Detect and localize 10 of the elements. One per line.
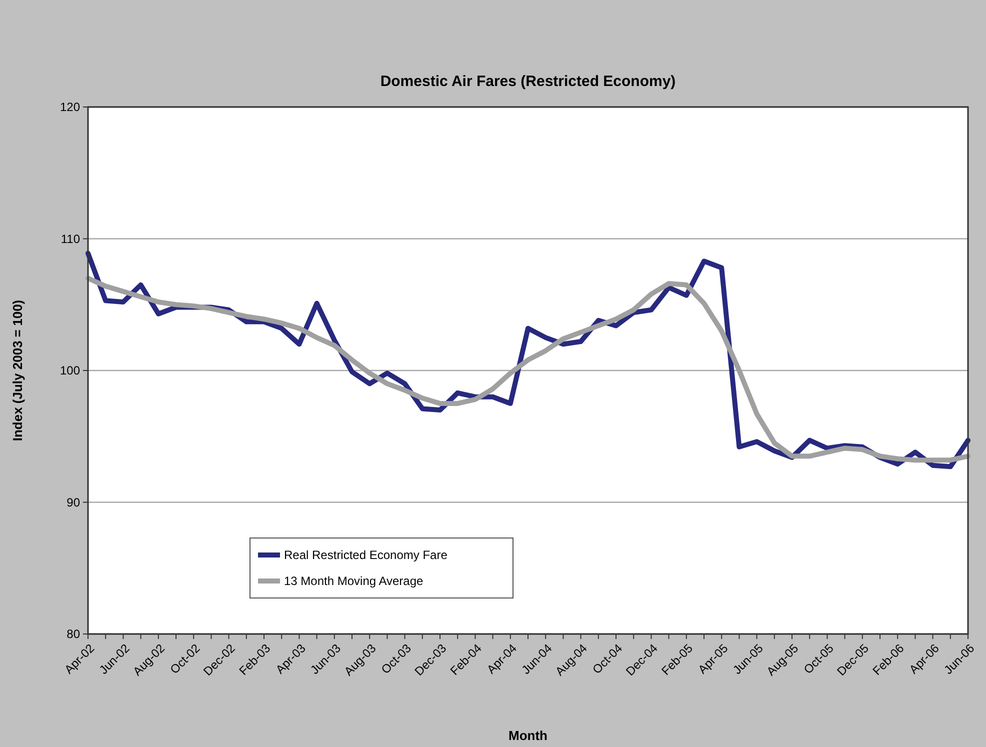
y-axis-title: Index (July 2003 = 100): [10, 300, 25, 442]
y-tick-label: 90: [66, 495, 80, 510]
legend-label: Real Restricted Economy Fare: [284, 548, 448, 562]
y-tick-label: 110: [60, 232, 80, 246]
y-tick-label: 100: [60, 364, 80, 378]
y-tick-label: 120: [60, 100, 80, 114]
legend-label: 13 Month Moving Average: [284, 574, 424, 588]
x-axis-title: Month: [508, 728, 548, 743]
chart-title: Domestic Air Fares (Restricted Economy): [380, 73, 676, 90]
y-tick-label: 80: [66, 627, 80, 642]
